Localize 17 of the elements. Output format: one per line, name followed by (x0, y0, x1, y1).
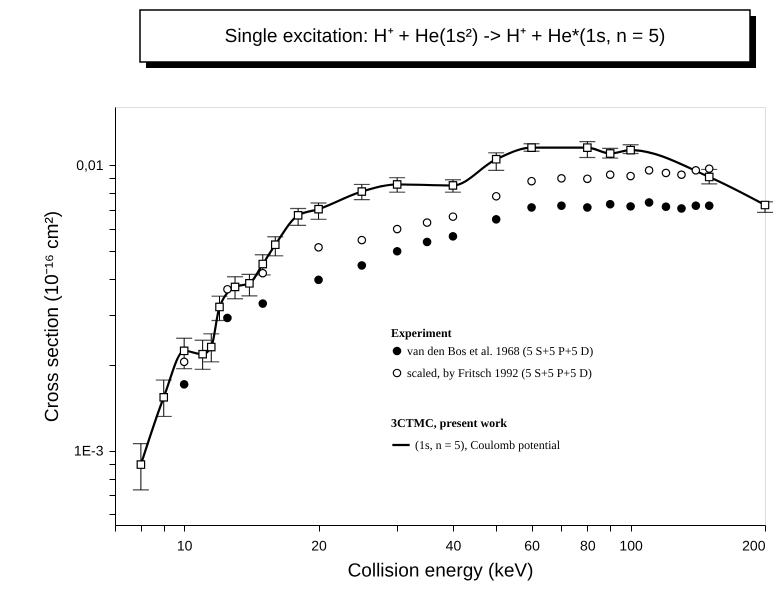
annotation: Experiment (391, 326, 452, 340)
x-tick-label: 10 (176, 538, 193, 554)
legend-label: scaled, by Fritsch 1992 (5 S+5 P+5 D) (407, 366, 592, 380)
annotation: 3CTMC, present work (391, 416, 508, 430)
legend-label: van den Bos et al. 1968 (5 S+5 P+5 D) (407, 344, 594, 358)
chart-title: Single excitation: H⁺ + He(1s²) -> H⁺ + He*(1s, n = 5) (224, 26, 666, 47)
y-tick-label: 0,01 (76, 156, 104, 173)
x-tick-label: 200 (742, 538, 766, 554)
y-axis-title: Cross section (10⁻¹⁶ cm²) (42, 210, 63, 422)
x-tick-label: 60 (524, 538, 540, 554)
x-tick-label: 20 (311, 538, 328, 554)
y-tick-label: 1E-3 (74, 442, 104, 458)
x-tick-label: 40 (446, 538, 462, 554)
x-axis-title: Collision energy (keV) (348, 560, 534, 582)
legend-label: (1s, n = 5), Coulomb potential (415, 438, 561, 452)
x-tick-label: 100 (619, 538, 643, 554)
x-tick-label: 80 (580, 538, 596, 554)
